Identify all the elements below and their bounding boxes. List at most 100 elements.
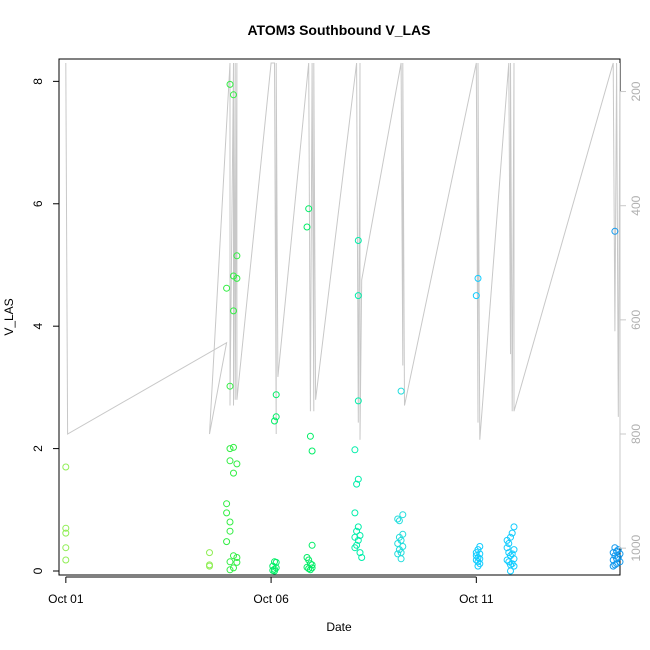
y-axis-label: V_LAS: [2, 298, 16, 335]
data-point: [474, 274, 482, 282]
data-point: [233, 558, 241, 566]
y-axis: 0 2 4 6 8: [31, 78, 60, 574]
data-point: [616, 558, 624, 566]
x-tick-label: Oct 11: [459, 592, 494, 606]
data-point: [394, 515, 402, 523]
data-point: [394, 540, 402, 547]
data-point: [609, 562, 617, 570]
x-tick-label: Oct 06: [253, 592, 289, 606]
data-point: [62, 524, 70, 532]
data-point: [508, 550, 516, 558]
data-point: [62, 556, 70, 564]
data-point: [472, 556, 480, 564]
data-point: [351, 446, 359, 454]
secondary-series-line: [65, 62, 620, 440]
x-axis-label: Date: [326, 620, 352, 634]
data-point: [226, 558, 234, 566]
data-point: [271, 417, 278, 425]
data-point: [611, 227, 619, 235]
x-axis: Oct 01 Oct 06 Oct 11: [48, 576, 494, 606]
data-point: [233, 252, 241, 260]
data-point: [503, 556, 511, 564]
data-point: [354, 397, 362, 405]
data-point: [271, 567, 278, 575]
data-point: [233, 460, 241, 468]
data-point: [351, 544, 359, 552]
data-point: [510, 562, 518, 570]
data-point: [394, 550, 402, 558]
y2-tick-label: 1000: [629, 534, 643, 561]
data-point: [305, 556, 313, 564]
data-point: [226, 445, 234, 453]
data-point: [358, 554, 366, 561]
data-point: [399, 511, 407, 519]
data-point: [223, 284, 231, 292]
data-point: [308, 564, 316, 572]
data-point: [62, 529, 70, 537]
chart-title: ATOM3 Southbound V_LAS: [247, 22, 430, 38]
data-point: [510, 523, 518, 531]
data-point: [305, 565, 313, 573]
data-point: [353, 527, 361, 535]
data-point: [230, 469, 237, 477]
x-tick-label: Oct 01: [48, 592, 84, 606]
data-point: [62, 544, 70, 552]
y2-tick-label: 600: [629, 310, 643, 330]
data-point: [206, 549, 213, 557]
data-point: [306, 566, 314, 574]
plot-frame: [58, 58, 621, 576]
data-point: [397, 387, 405, 395]
data-point: [510, 546, 518, 554]
data-point: [226, 527, 234, 535]
y-tick-label: 6: [31, 200, 45, 207]
data-point: [272, 413, 280, 421]
data-point: [230, 443, 237, 451]
data-point: [474, 558, 482, 566]
data-point: [507, 533, 514, 541]
data-point: [353, 480, 361, 488]
data-point: [474, 562, 482, 570]
y-tick-label: 4: [31, 323, 45, 330]
data-point: [508, 529, 516, 537]
data-point: [230, 552, 237, 560]
data-point: [397, 555, 405, 563]
secondary-line-layer: [65, 62, 620, 440]
data-point: [305, 205, 313, 213]
data-point: [233, 274, 241, 282]
points-layer: [62, 80, 624, 575]
y2-tick-label: 800: [629, 424, 643, 444]
data-point: [223, 500, 231, 508]
data-point: [354, 475, 362, 483]
data-point: [356, 549, 364, 557]
data-point: [510, 555, 518, 563]
data-point: [354, 237, 362, 244]
data-point: [472, 549, 480, 557]
data-point: [272, 391, 280, 399]
data-point: [472, 292, 480, 300]
data-point: [503, 544, 511, 552]
secondary-y-axis: 200 400 600 800 1000: [619, 81, 643, 562]
data-point: [223, 509, 231, 517]
data-point: [206, 562, 213, 570]
data-point: [226, 518, 234, 526]
data-point: [611, 544, 619, 552]
data-point: [226, 566, 234, 574]
data-point: [230, 564, 237, 572]
data-point: [308, 541, 316, 549]
data-point: [223, 538, 231, 546]
data-point: [395, 517, 403, 525]
data-point: [505, 540, 513, 547]
data-point: [354, 292, 362, 300]
data-point: [233, 554, 241, 561]
data-point: [351, 509, 359, 517]
data-point: [308, 447, 316, 455]
data-point: [226, 382, 234, 390]
data-point: [611, 561, 619, 569]
data-point: [230, 307, 237, 315]
y-tick-label: 2: [31, 445, 45, 452]
data-point: [306, 432, 314, 440]
y2-tick-label: 400: [629, 195, 643, 215]
data-point: [476, 550, 484, 558]
data-point: [226, 457, 234, 465]
